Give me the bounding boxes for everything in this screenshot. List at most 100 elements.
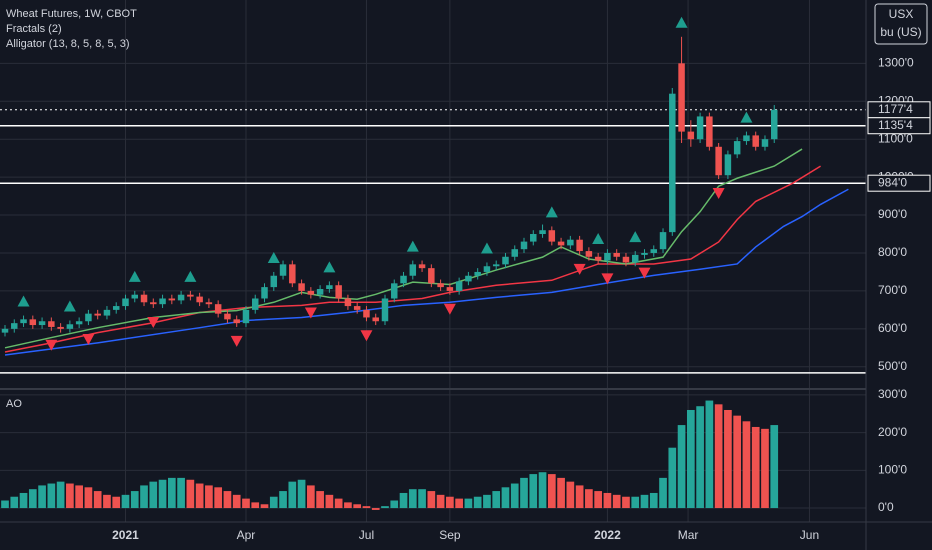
ao-bar <box>455 498 463 509</box>
ao-bar <box>742 421 751 509</box>
fractal-down <box>638 267 651 279</box>
ao-bar <box>251 502 260 509</box>
ao-bar <box>575 485 584 509</box>
candle-body <box>641 252 648 255</box>
candle-body <box>492 264 500 267</box>
candle-body <box>131 294 139 299</box>
y-tick-label: 500'0 <box>878 359 907 373</box>
x-tick-label: 2022 <box>594 528 621 542</box>
ao-bar <box>520 477 528 509</box>
ao-bar <box>205 485 213 509</box>
fractal-down <box>573 263 586 275</box>
x-tick-label: Sep <box>439 528 461 542</box>
candle-body <box>548 230 556 242</box>
candle-body <box>140 294 148 303</box>
candle-body <box>159 298 166 305</box>
ao-bar <box>677 425 686 509</box>
ao-bar <box>585 489 593 509</box>
candle-body <box>177 294 185 301</box>
candle-body <box>205 302 213 305</box>
candle-body <box>530 234 537 242</box>
ao-bar <box>353 504 362 509</box>
fractal-down <box>601 273 614 285</box>
candle-body <box>112 306 120 310</box>
ao-bar <box>260 504 269 509</box>
ao-bar <box>436 494 445 509</box>
fractal-down <box>45 339 58 351</box>
ao-bar <box>640 494 649 509</box>
ao-bar <box>28 489 37 509</box>
ao-bar <box>10 496 19 509</box>
candle-body <box>122 298 129 307</box>
ao-bar <box>186 479 195 509</box>
candle-body <box>743 135 750 142</box>
x-tick-label: Jun <box>800 528 819 542</box>
ao-bar <box>121 494 130 509</box>
ao-bar <box>649 492 658 509</box>
axis-area: 2021 Apr Jul Sep 2022 Mar Jun 500'0 600'0 700'0 80… <box>112 56 931 542</box>
candle-body <box>57 326 64 329</box>
candle-body <box>85 313 92 322</box>
y-tick-label: 300'0 <box>878 387 907 401</box>
candle-body <box>437 283 444 288</box>
ao-bar <box>307 485 315 509</box>
candle-body <box>771 109 778 140</box>
ao-bar <box>390 500 399 509</box>
candle-body <box>594 256 602 261</box>
candle-body <box>391 283 398 299</box>
fractal-down <box>82 334 95 346</box>
y-tick-label: 100'0 <box>878 463 907 477</box>
candle-body <box>344 298 352 307</box>
candle-body <box>150 302 157 305</box>
ao-bar <box>510 483 519 509</box>
unit-label: bu (US) <box>880 25 921 39</box>
candle-body <box>715 146 722 176</box>
candle-body <box>372 317 379 322</box>
candle-body <box>604 252 611 261</box>
candle-body <box>446 287 454 291</box>
candle-body <box>650 249 658 253</box>
x-tick-label: Apr <box>237 528 256 542</box>
fractal-up <box>592 232 605 244</box>
candle-body <box>752 135 759 147</box>
fractal-up <box>545 206 558 218</box>
candle-body <box>418 264 426 269</box>
ao-bar <box>501 487 510 509</box>
ao-bar <box>547 474 556 509</box>
candle-body <box>613 252 620 257</box>
ao-bar <box>594 491 602 509</box>
ao-bar <box>557 477 565 509</box>
price-label-box <box>867 174 931 192</box>
unit-box[interactable] <box>874 3 928 45</box>
candle-body <box>75 321 83 325</box>
candle-body <box>1 328 9 333</box>
y-tick-label: 1300'0 <box>878 56 914 70</box>
ao-bar <box>38 485 46 509</box>
ao-bar <box>214 487 223 509</box>
fractal-down <box>712 188 725 200</box>
ao-bar <box>279 491 287 509</box>
y-tick-label: 200'0 <box>878 425 907 439</box>
candle-body <box>103 309 111 316</box>
fractal-up <box>267 251 280 263</box>
fractal-up <box>63 300 76 312</box>
x-tick-label: 2021 <box>112 528 139 542</box>
ao-bar <box>149 481 158 509</box>
ao-bar <box>130 491 139 509</box>
candle-body <box>38 321 46 326</box>
candle-body <box>428 268 435 284</box>
ao-bar <box>242 498 250 509</box>
y-tick-label: 900'0 <box>878 207 907 221</box>
ao-bar <box>464 498 473 509</box>
price-label-box <box>867 117 931 135</box>
candle-body <box>66 324 74 329</box>
ao-bar <box>381 506 389 509</box>
candle-body <box>168 298 176 301</box>
ao-bar <box>631 496 640 509</box>
ao-bar <box>446 496 454 509</box>
candle-body <box>696 116 704 140</box>
ao-bar <box>19 492 28 509</box>
ao-bar <box>714 404 723 509</box>
candle-body <box>381 298 389 322</box>
